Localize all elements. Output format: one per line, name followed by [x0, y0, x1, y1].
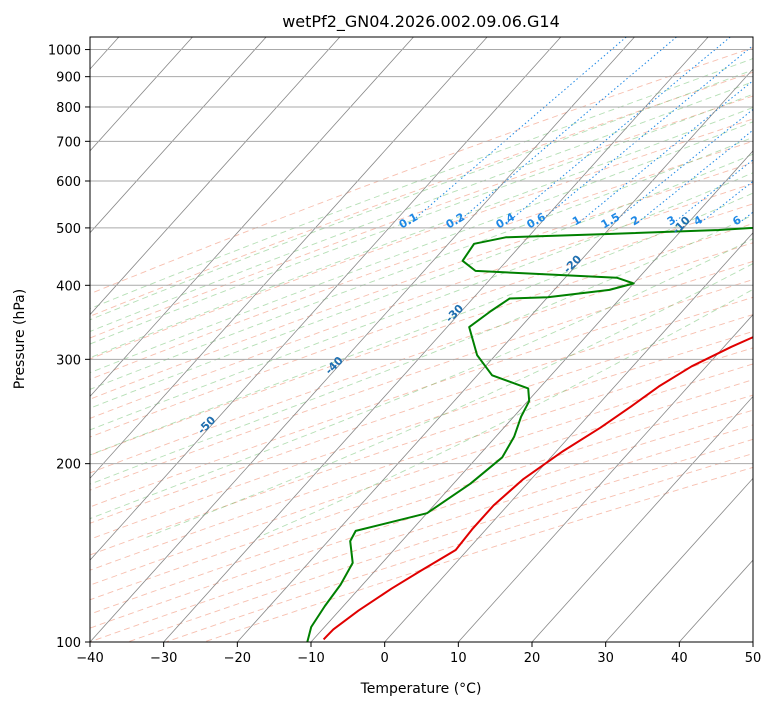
- dry-adiabat-line: [90, 223, 753, 456]
- dry-adiabat-line: [90, 314, 753, 540]
- x-tick-label: −30: [150, 651, 177, 666]
- dry-adiabats: [90, 47, 753, 642]
- pressure-gridlines: [90, 49, 753, 642]
- dry-adiabat-line: [90, 162, 753, 400]
- x-axis-ticks: −40 −30 −20 −10 0 10 20 30 40 50: [76, 642, 761, 666]
- mixing-ratio-line: [699, 180, 753, 224]
- temperature-line: [322, 336, 753, 641]
- dry-adiabat-line: [127, 438, 753, 642]
- isotherm-line: [163, 37, 709, 642]
- mixing-ratio-line: [611, 108, 753, 224]
- y-tick-label: 300: [56, 353, 81, 368]
- y-tick-label: 1000: [48, 44, 81, 59]
- y-tick-label: 200: [56, 458, 81, 473]
- isotherm-line: [531, 395, 753, 642]
- y-axis-ticks: 100 200 300 400 500 600 700 800 900 1000: [48, 44, 90, 651]
- dry-adiabat-line: [90, 183, 753, 419]
- chart-title: wetPf2_GN04.2026.002.09.06.G14: [282, 12, 560, 32]
- isotherm-line: [90, 37, 488, 479]
- mixing-ratio-line: [455, 37, 677, 224]
- isotherm-line: [90, 37, 341, 316]
- x-tick-label: 40: [671, 651, 688, 666]
- x-tick-label: −10: [297, 651, 324, 666]
- mixing-ratio-line: [505, 37, 731, 224]
- isotherm-line: [605, 477, 753, 642]
- isotherm-line: [90, 37, 562, 561]
- dry-adiabat-line: [90, 424, 753, 642]
- isotherm-line: [90, 37, 267, 234]
- y-tick-label: 900: [56, 71, 81, 86]
- x-tick-label: −40: [76, 651, 103, 666]
- y-axis-label: Pressure (hPa): [12, 289, 28, 389]
- isotherms: [90, 37, 753, 642]
- dry-adiabat-line: [90, 279, 753, 508]
- mixing-ratio-lines: [408, 37, 753, 224]
- isotherm-line: [90, 37, 414, 398]
- x-tick-label: 30: [597, 651, 614, 666]
- x-tick-label: 0: [381, 651, 389, 666]
- dry-adiabat-line: [90, 296, 753, 524]
- dry-adiabat-line: [90, 409, 753, 629]
- dry-adiabat-line: [90, 118, 753, 360]
- mixing-ratio-line: [577, 80, 753, 224]
- dry-adiabat-line: [203, 466, 753, 642]
- dry-adiabat-line: [90, 71, 753, 317]
- dry-adiabat-line: [90, 95, 753, 339]
- y-tick-label: 600: [56, 175, 81, 190]
- dry-adiabat-line: [90, 140, 753, 380]
- y-tick-label: 700: [56, 135, 81, 150]
- x-tick-label: 50: [745, 651, 762, 666]
- x-tick-label: 20: [524, 651, 541, 666]
- isotherm-line: [90, 37, 635, 642]
- y-tick-label: 400: [56, 279, 81, 294]
- y-tick-label: 100: [56, 636, 81, 651]
- isotherm-line: [90, 37, 193, 152]
- dry-adiabat-line: [90, 260, 753, 491]
- x-tick-label: −20: [224, 651, 251, 666]
- isotherm-line: [310, 150, 753, 642]
- dry-adiabat-line: [90, 47, 753, 295]
- dry-adiabat-line: [90, 330, 753, 556]
- isotherm-line: [384, 232, 753, 642]
- x-axis-label: Temperature (°C): [360, 681, 482, 697]
- dry-adiabat-line: [165, 453, 753, 642]
- y-tick-label: 800: [56, 101, 81, 116]
- isotherm-line: [458, 313, 753, 642]
- profile-lines: [306, 226, 753, 642]
- x-tick-label: 10: [450, 651, 467, 666]
- mixing-ratio-line: [536, 44, 753, 224]
- plot-frame: [89, 36, 754, 643]
- dry-adiabat-line: [90, 203, 753, 438]
- y-tick-label: 500: [56, 222, 81, 237]
- dewpoint-line: [306, 226, 753, 642]
- dry-adiabat-line: [90, 242, 753, 474]
- isotherm-line: [237, 68, 753, 642]
- plot-area: -100-90-80-70-60-50-40-30-20-10010203040…: [90, 37, 753, 642]
